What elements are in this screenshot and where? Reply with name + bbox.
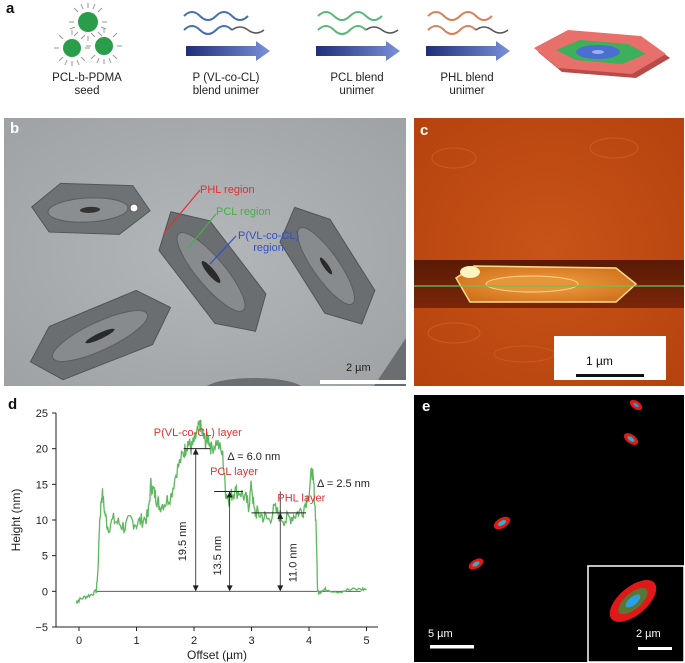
caption-phl-l2: unimer <box>449 85 485 97</box>
caption-phl: PHL blend unimer <box>422 72 512 98</box>
x-tick-label: 2 <box>191 635 197 647</box>
caption-seed: PCL-b-PDMA seed <box>42 72 132 98</box>
caption-seed-l1: PCL-b-PDMA <box>52 72 122 84</box>
height-arrow-pvl-head-top <box>192 448 199 455</box>
pcl-unimer-waves <box>317 11 399 35</box>
pvl-region-label-l1: P(VL-co-CL) <box>238 230 300 242</box>
x-axis-label: Offset (µm) <box>187 648 247 662</box>
platelet-schematic <box>534 30 670 78</box>
y-tick-label: 10 <box>36 515 48 527</box>
h3-label: 11.0 nm <box>287 543 299 582</box>
panel-c-afm-image <box>414 118 684 386</box>
caption-seed-l2: seed <box>74 85 100 97</box>
fluor-scale-label-main: 5 µm <box>428 628 453 640</box>
caption-pcl-l2: unimer <box>339 85 375 97</box>
height-arrow-pcl-head-top <box>226 491 233 498</box>
delta1-label: Δ = 6.0 nm <box>227 451 280 463</box>
fluorescence-micrograph <box>430 399 684 662</box>
height-arrow-phl-head-top <box>277 512 284 519</box>
fluor-platelet <box>623 433 639 445</box>
pvl-layer-label: P(VL-co-CL) layer <box>154 427 242 439</box>
afm-height-map <box>414 118 684 386</box>
height-arrow-pcl-head <box>226 585 233 592</box>
caption-pcl: PCL blend unimer <box>312 72 402 98</box>
caption-pvl-l2: blend unimer <box>192 85 260 97</box>
phl-region-label: PHL region <box>200 184 255 196</box>
panel-b-letter: b <box>10 120 20 137</box>
phl-unimer-waves <box>427 11 509 35</box>
height-arrow-phl-head <box>277 585 284 592</box>
process-arrows <box>186 41 510 61</box>
panel-e-fluorescence-image <box>414 395 684 662</box>
x-tick-label: 5 <box>363 635 369 647</box>
inset-platelet <box>609 580 657 622</box>
afm-scale-label: 1 µm <box>586 354 613 368</box>
profile-line <box>75 419 367 605</box>
fluor-platelet <box>493 516 511 530</box>
fluor-scale-bar-main <box>430 645 474 649</box>
panel-c-letter: c <box>420 122 429 139</box>
caption-pcl-l1: PCL blend <box>330 72 384 84</box>
panel-a-letter: a <box>6 0 15 17</box>
height-arrow-pvl-head <box>192 585 199 592</box>
pcl-arrow <box>187 213 217 249</box>
phl-layer-label: PHL layer <box>277 492 325 504</box>
caption-pvl-l1: P (VL-co-CL) <box>192 72 260 84</box>
pvl-region-label-l2: region <box>253 242 284 254</box>
afm-scale-box <box>554 336 666 380</box>
fluor-scale-bar-inset <box>638 647 672 650</box>
fluor-platelet <box>629 399 643 411</box>
h2-label: 13.5 nm <box>212 536 224 576</box>
height-profile-chart: −5 0 5 10 15 20 25 0 1 2 3 4 5 Offset (µm) Height (nm)… <box>9 408 378 662</box>
tem-micrograph <box>4 118 406 386</box>
panel-d-letter: d <box>8 396 18 413</box>
x-tick-label: 3 <box>248 635 254 647</box>
fluor-scale-label-inset: 2 µm <box>636 628 661 640</box>
pvl-region-label: P(VL-co-CL) region <box>238 230 299 254</box>
afm-scale-bar <box>576 374 644 377</box>
x-tick-label: 4 <box>306 635 312 647</box>
tem-scale-bar <box>320 380 406 384</box>
delta2-label: Δ = 2.5 nm <box>317 478 370 490</box>
tem-scale-label: 2 µm <box>346 362 371 374</box>
seed-micelles <box>54 3 122 66</box>
caption-pvl: P (VL-co-CL) blend unimer <box>176 72 276 98</box>
x-tick-label: 0 <box>76 635 82 647</box>
h1-label: 19.5 nm <box>177 522 189 562</box>
y-tick-label: 15 <box>36 479 48 491</box>
y-tick-label: 0 <box>42 586 48 598</box>
y-axis-label: Height (nm) <box>9 489 23 552</box>
fluor-platelet <box>468 558 484 570</box>
panel-b-tem-image <box>4 118 406 386</box>
pcl-region-label: PCL region <box>216 206 271 218</box>
y-tick-label: 20 <box>36 444 48 456</box>
y-tick-label: 5 <box>42 551 48 563</box>
y-tick-label: 25 <box>36 408 48 420</box>
x-tick-label: 1 <box>133 635 139 647</box>
panel-a-schematic <box>54 3 670 78</box>
y-tick-label: −5 <box>35 622 48 634</box>
panel-e-letter: e <box>422 398 431 415</box>
caption-phl-l1: PHL blend <box>440 72 494 84</box>
pcl-layer-label: PCL layer <box>210 466 258 478</box>
pvl-arrow <box>209 235 237 265</box>
phl-arrow <box>163 189 201 234</box>
pvl-unimer-waves <box>183 11 265 35</box>
